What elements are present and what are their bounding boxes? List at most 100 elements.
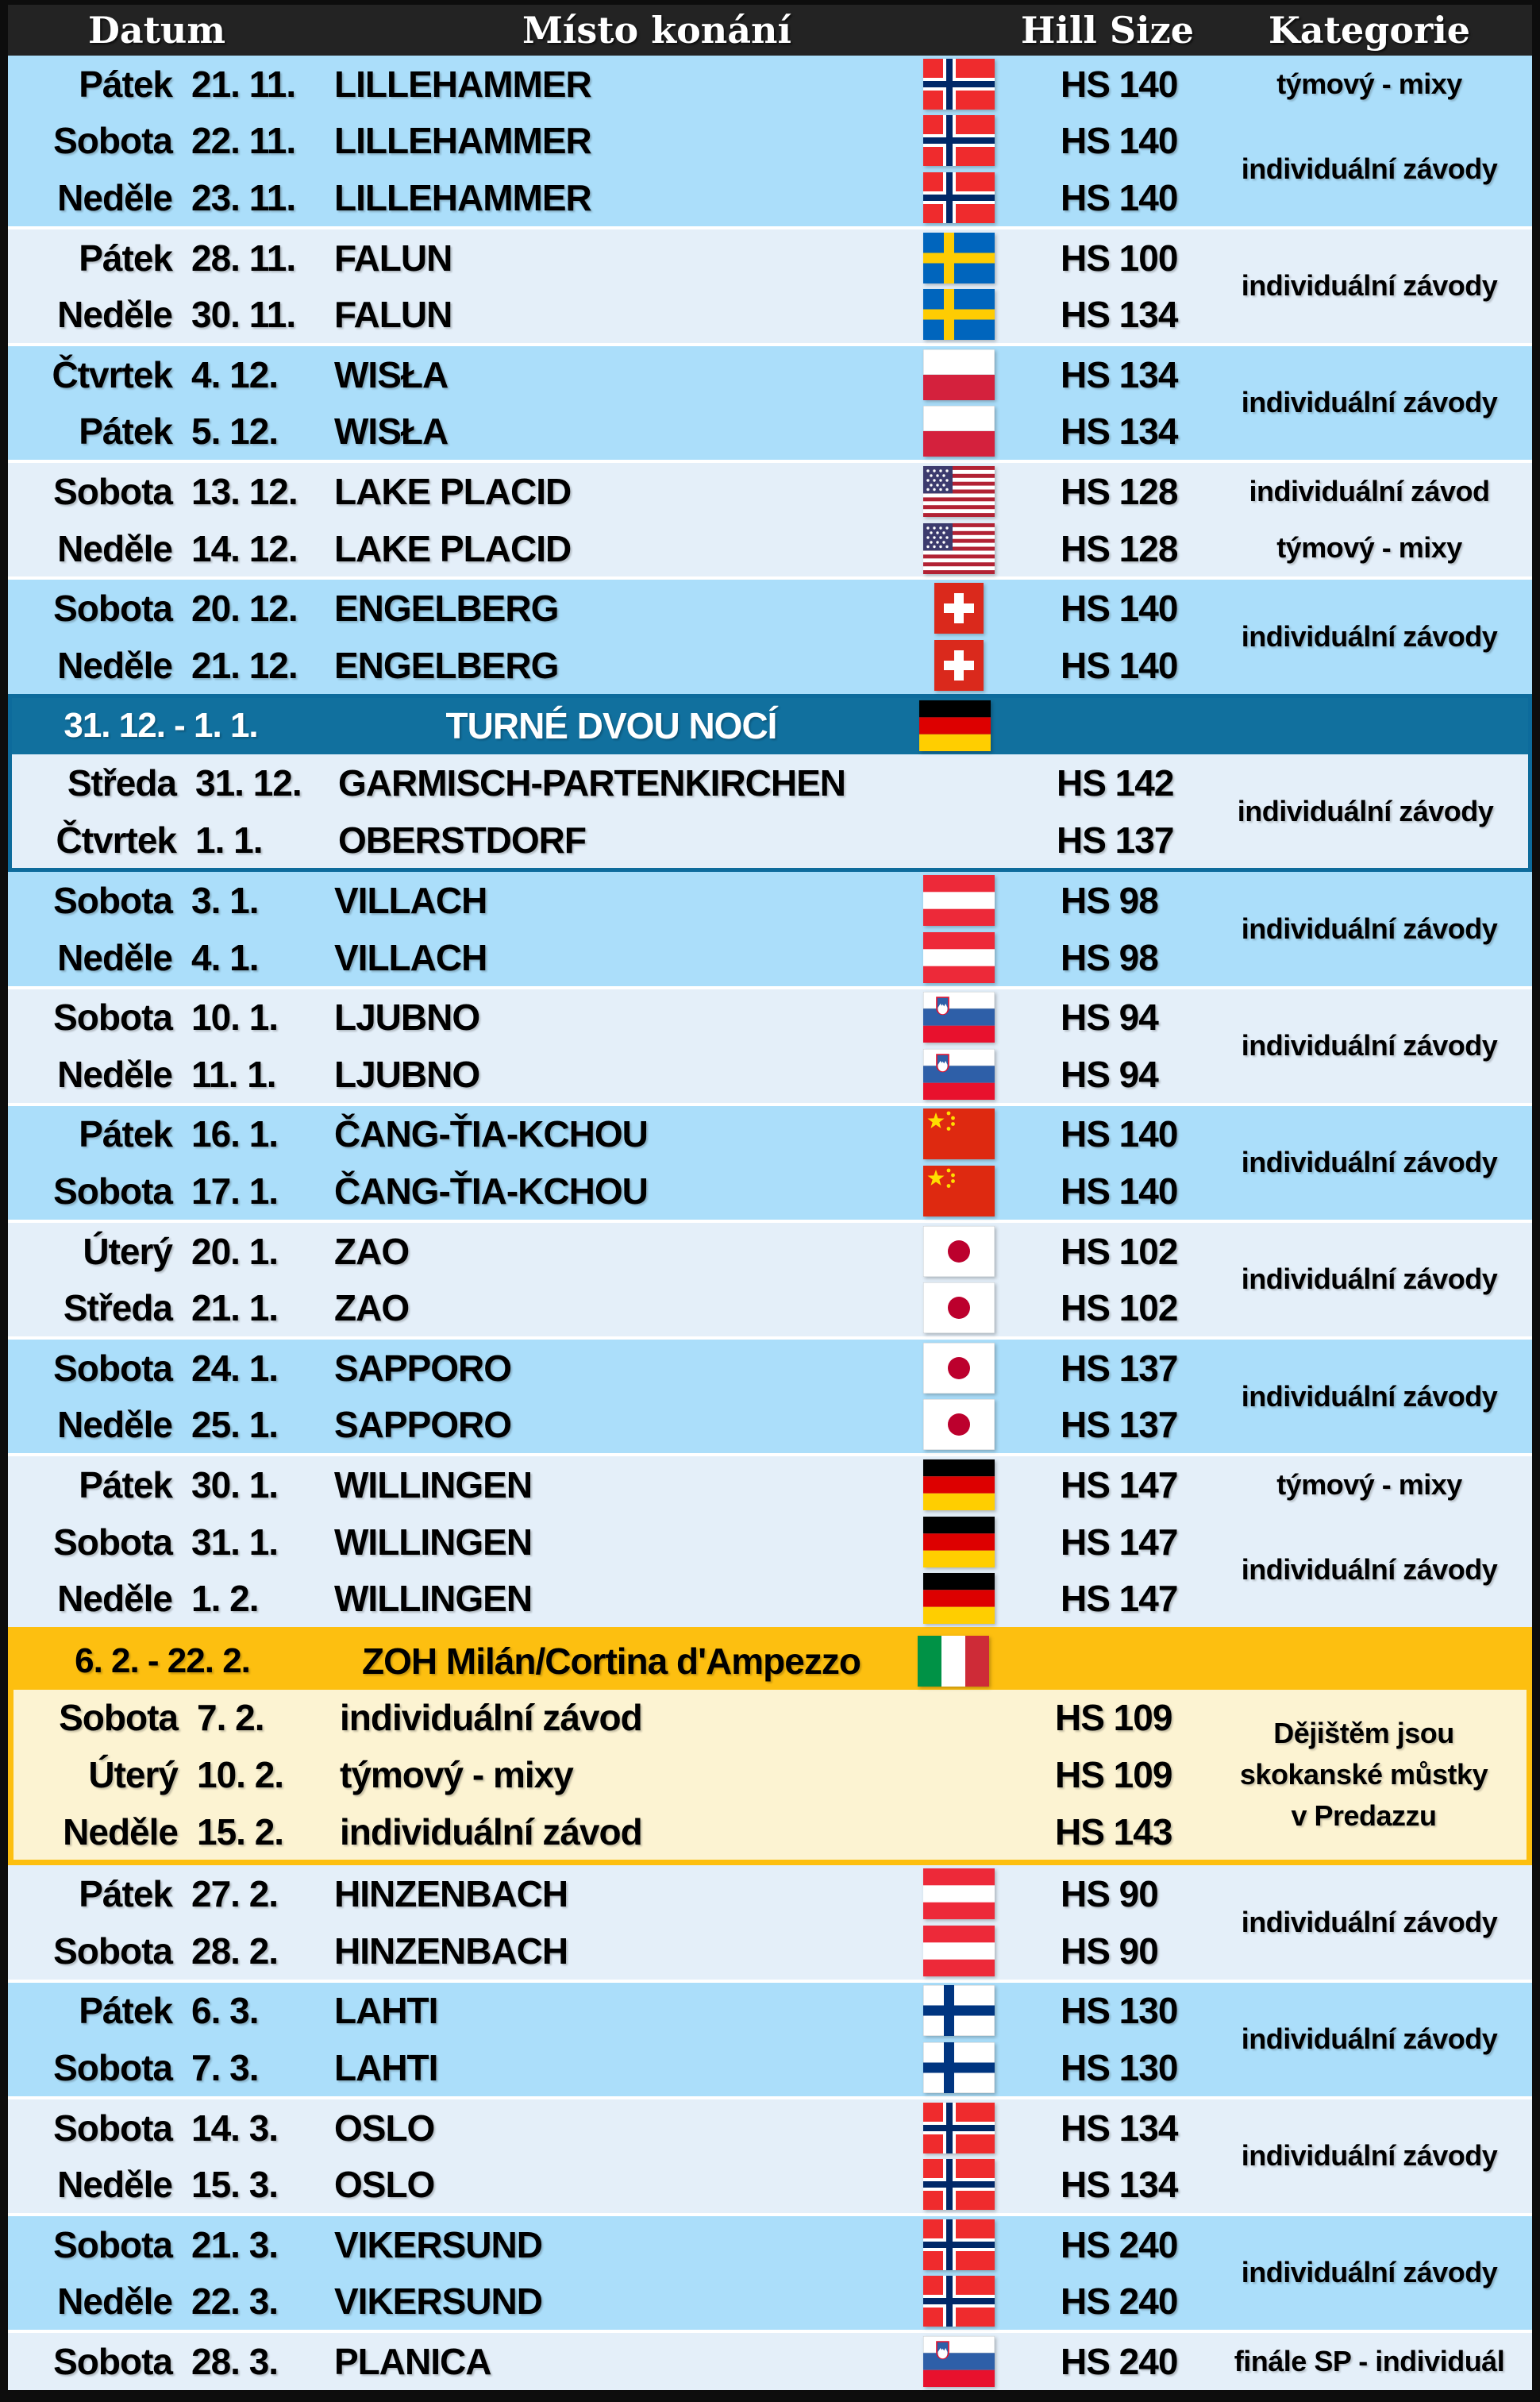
- category-label: individuální závody: [1241, 2256, 1498, 2289]
- event-day: Sobota: [53, 2107, 173, 2149]
- flag-germany-icon: [917, 1459, 1008, 1511]
- event-date: 6. 3.: [191, 1990, 260, 2032]
- hill-size: HS 94: [1061, 997, 1159, 1039]
- category-note-line: v Predazzu: [1291, 1799, 1437, 1833]
- flag-norway-icon: [917, 115, 1008, 167]
- venue-group: Pátek 6. 3. LAHTI HS 130 Sobota 7. 3. LAHTI HS …: [8, 1982, 1532, 2096]
- hill-size: HS 134: [1061, 2107, 1178, 2149]
- event-date: 30. 1.: [191, 1464, 279, 1506]
- event-venue: WISŁA: [334, 353, 449, 395]
- event-venue: ENGELBERG: [334, 588, 559, 630]
- hill-size: HS 137: [1061, 1347, 1178, 1389]
- category-label: Dějištěm jsou skokanské můstky v Predazzu: [1201, 1713, 1527, 1837]
- event-day: Úterý: [83, 1230, 173, 1272]
- venue-group: Sobota 13. 12. LAKE PLACID HS 128 Neděle 14. …: [8, 463, 1532, 577]
- event-venue: OBERSTDORF: [338, 819, 587, 861]
- venue-group: Pátek 16. 1. ČANG-ŤIA-KCHOU HS 140 Sobota 17.…: [8, 1105, 1532, 1220]
- event-day: Sobota: [53, 1170, 173, 1213]
- event-date: 30. 11.: [191, 294, 296, 336]
- event-date: 21. 3.: [191, 2223, 279, 2265]
- category-label: individuální závody: [1241, 619, 1498, 653]
- event-date: 31. 1.: [191, 1521, 279, 1563]
- hill-size: HS 147: [1061, 1464, 1178, 1506]
- event-venue: WISŁA: [334, 411, 449, 453]
- event-date: 7. 3.: [191, 2046, 260, 2088]
- tour-two-nights-section: 31. 12. - 1. 1. TURNÉ DVOU NOCÍ Středa 31. …: [8, 693, 1532, 873]
- event-venue: WILLINGEN: [334, 1464, 533, 1506]
- event-day: Sobota: [53, 880, 173, 922]
- hill-size: HS 130: [1061, 2046, 1178, 2088]
- event-day: Pátek: [79, 1464, 173, 1506]
- category-label: individuální závody: [1241, 1029, 1498, 1062]
- event-day: Neděle: [63, 1810, 179, 1853]
- hill-size: HS 240: [1061, 2340, 1178, 2382]
- flag-austria-icon: [917, 931, 1008, 983]
- event-day: Neděle: [57, 936, 173, 978]
- flag-china-icon: [917, 1108, 1008, 1160]
- event-date: 21. 1.: [191, 1287, 279, 1329]
- event-venue: SAPPORO: [334, 1347, 512, 1389]
- event-venue: OSLO: [334, 2164, 435, 2206]
- event-day: Neděle: [57, 294, 173, 336]
- hill-size: HS 130: [1061, 1990, 1178, 2032]
- event-day: Pátek: [79, 411, 173, 453]
- column-header-datum: Datum: [87, 9, 226, 52]
- event-date: 17. 1.: [191, 1170, 279, 1213]
- category-label: individuální závody: [1241, 1379, 1498, 1413]
- event-venue: ENGELBERG: [334, 644, 559, 686]
- flag-austria-icon: [917, 1868, 1008, 1920]
- event-venue: LJUBNO: [334, 997, 480, 1039]
- flag-usa-icon: [917, 522, 1008, 574]
- table-header-row: Datum Místo konání Hill Size Kategorie: [8, 5, 1532, 56]
- tour-title: ZOH Milán/Cortina d'Ampezzo: [362, 1640, 861, 1682]
- venue-group: Sobota 7. 2. individuální závod HS 109 Úterý…: [13, 1689, 1527, 1860]
- event-day: Neděle: [57, 1404, 173, 1446]
- event-date: 15. 2.: [197, 1810, 284, 1853]
- event-venue: LAHTI: [334, 2046, 438, 2088]
- flag-sweden-icon: [917, 232, 1008, 283]
- event-venue: VIKERSUND: [334, 2281, 543, 2323]
- event-day: Neděle: [57, 527, 173, 569]
- hill-size: HS 240: [1061, 2223, 1178, 2265]
- event-venue: SAPPORO: [334, 1404, 512, 1446]
- event-venue: VIKERSUND: [334, 2223, 543, 2265]
- category-label: týmový - mixy: [1276, 531, 1462, 565]
- hill-size: HS 147: [1061, 1521, 1178, 1563]
- flag-slovenia-icon: [917, 2335, 1008, 2387]
- hill-size: HS 90: [1061, 1873, 1159, 1915]
- event-date: 3. 1.: [191, 880, 260, 922]
- event-date: 25. 1.: [191, 1404, 279, 1446]
- category-label: individuální závody: [1241, 2139, 1498, 2173]
- category-note-line: skokanské můstky: [1239, 1757, 1488, 1791]
- category-label: individuální závody: [1241, 386, 1498, 419]
- flag-norway-icon: [917, 2159, 1008, 2211]
- event-day: Středa: [63, 1287, 173, 1329]
- hill-size: HS 140: [1061, 644, 1178, 686]
- hill-size: HS 98: [1061, 880, 1159, 922]
- hill-size: HS 100: [1061, 237, 1178, 279]
- event-date: 28. 3.: [191, 2340, 279, 2382]
- hill-size: HS 140: [1061, 1170, 1178, 1213]
- category-label: individuální závody: [1237, 794, 1494, 827]
- hill-size: HS 140: [1061, 1113, 1178, 1155]
- tour-header-row: 31. 12. - 1. 1. TURNÉ DVOU NOCÍ: [12, 697, 1528, 755]
- venue-group: Sobota 28. 3. PLANICA HS 240 finále SP - ind…: [8, 2333, 1532, 2390]
- hill-size: HS 140: [1061, 588, 1178, 630]
- venue-group: Sobota 24. 1. SAPPORO HS 137 Neděle 25. 1. SAP…: [8, 1340, 1532, 1454]
- event-venue: HINZENBACH: [334, 1930, 568, 1972]
- venue-group: Pátek 30. 1. WILLINGEN HS 147 Sobota 31. 1. WI…: [8, 1456, 1532, 1628]
- event-venue: individuální závod: [340, 1697, 643, 1739]
- flag-norway-icon: [917, 58, 1008, 110]
- event-day: Pátek: [79, 1873, 173, 1915]
- flag-poland-icon: [917, 349, 1008, 400]
- flag-austria-icon: [917, 875, 1008, 927]
- event-day: Sobota: [53, 120, 173, 162]
- event-venue: ZAO: [334, 1230, 410, 1272]
- event-date: 16. 1.: [191, 1113, 279, 1155]
- flag-japan-icon: [917, 1225, 1008, 1277]
- event-day: Pátek: [79, 237, 173, 279]
- hill-size: HS 102: [1061, 1287, 1178, 1329]
- hill-size: HS 240: [1061, 2281, 1178, 2323]
- event-day: Sobota: [53, 1347, 173, 1389]
